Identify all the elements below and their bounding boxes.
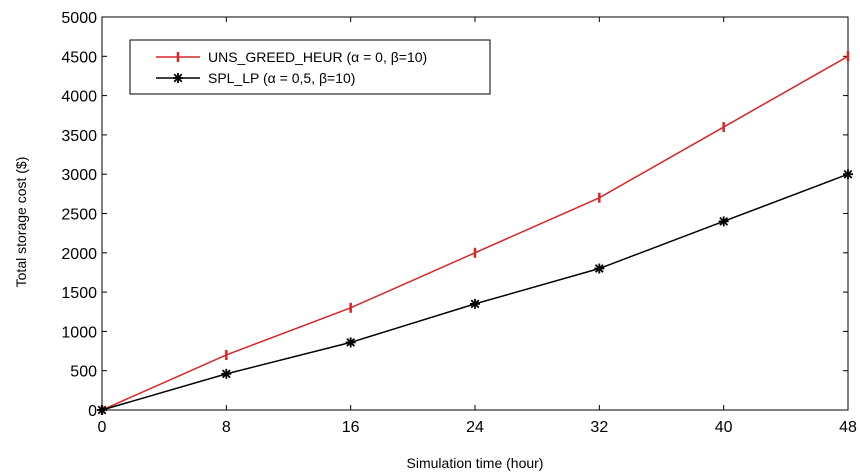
series-line: [101, 173, 849, 411]
series-layer: [97, 51, 853, 415]
y-tick-label: 500: [70, 364, 97, 381]
x-tick-label: 24: [466, 419, 484, 436]
series-2: [97, 169, 853, 415]
y-tick-label: 4500: [61, 49, 97, 66]
x-tick-labels: 0 8 16 24 32 40 48: [98, 419, 857, 436]
legend: UNS_GREED_HEUR (α = 0, β=10) SPL_LP (α = …: [129, 39, 491, 95]
data-point-marker: [173, 73, 183, 83]
x-tick-label: 32: [590, 419, 608, 436]
data-point-marker: [221, 368, 232, 379]
y-tick-label: 4000: [61, 89, 97, 106]
y-tick-label: 1500: [61, 285, 97, 302]
series-1: [100, 51, 850, 415]
x-tick-label: 8: [222, 419, 231, 436]
legend-box: [129, 39, 491, 95]
x-tick-label: 48: [839, 419, 857, 436]
data-point-marker: [718, 216, 729, 227]
y-tick-label: 2000: [61, 246, 97, 263]
data-point-marker: [97, 405, 107, 415]
y-tick-label: 0: [88, 403, 97, 420]
data-point-marker: [470, 298, 480, 309]
legend-label: UNS_GREED_HEUR (α = 0, β=10): [208, 49, 427, 65]
series-line: [101, 55, 849, 411]
x-tick-label: 40: [715, 419, 733, 436]
legend-label: SPL_LP (α = 0,5, β=10): [208, 70, 355, 86]
legend-entry: SPL_LP (α = 0,5, β=10): [156, 70, 355, 86]
legend-entry: UNS_GREED_HEUR (α = 0, β=10): [156, 49, 427, 65]
y-tick-label: 3000: [61, 167, 97, 184]
data-point-marker: [345, 337, 356, 348]
data-point-marker: [843, 169, 853, 180]
legend-entries: UNS_GREED_HEUR (α = 0, β=10) SPL_LP (α = …: [156, 49, 427, 86]
y-tick-label: 2500: [61, 207, 97, 224]
y-tick-labels: 0 500 1000 1500 2000 2500 3000 3500 4000 4500 5000: [61, 10, 97, 420]
x-tick-label: 0: [98, 419, 107, 436]
y-tick-label: 3500: [61, 128, 97, 145]
y-axis-title: Total storage cost ($): [13, 157, 29, 288]
y-tick-label: 1000: [61, 324, 97, 341]
y-tick-label: 5000: [61, 10, 97, 27]
x-axis-title: Simulation time (hour): [407, 455, 544, 471]
x-tick-label: 16: [342, 419, 360, 436]
data-point-marker: [594, 263, 605, 274]
